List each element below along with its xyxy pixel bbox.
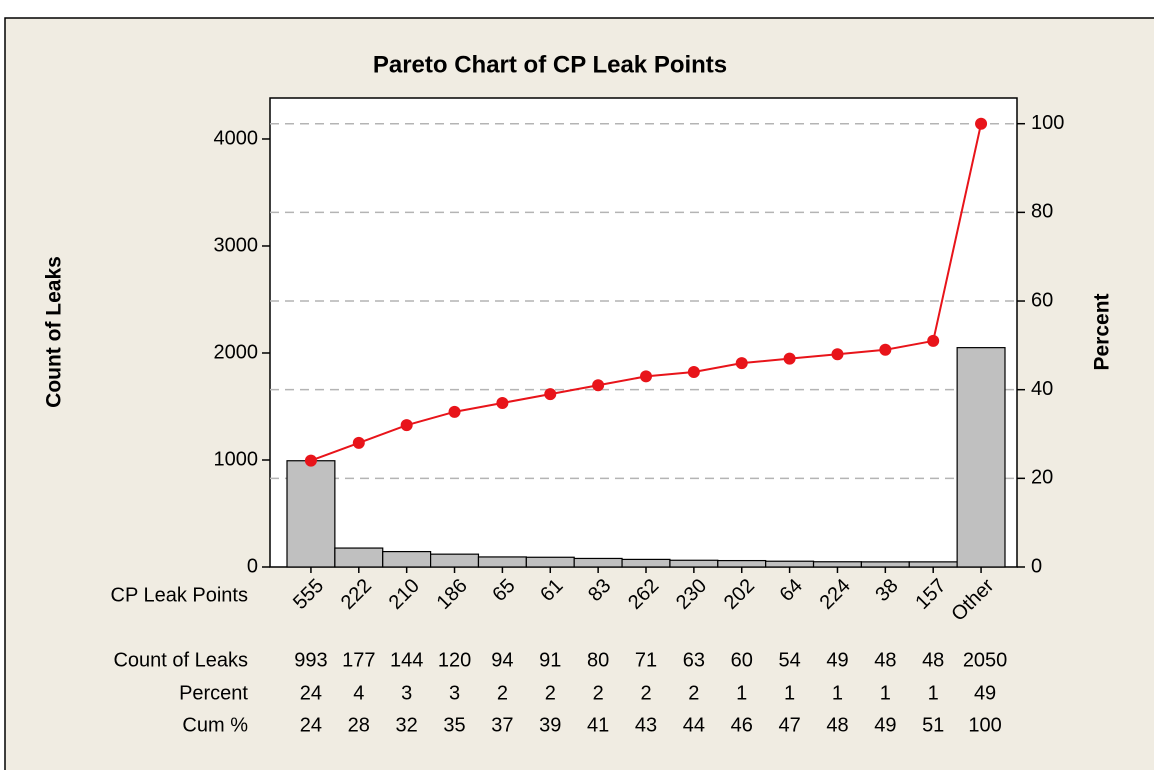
bar xyxy=(621,558,671,568)
cumulative-point xyxy=(687,365,700,378)
table-cell: 1 xyxy=(736,682,747,704)
bar xyxy=(573,557,623,568)
table-cell: 48 xyxy=(874,649,896,671)
table-cell: 144 xyxy=(390,649,423,671)
cumulative-point xyxy=(640,370,652,383)
table-cell: 71 xyxy=(635,649,657,671)
table-cell: 3 xyxy=(401,682,412,704)
table-cell: 2050 xyxy=(963,649,1008,671)
y-tick-label: 3000 xyxy=(214,234,259,256)
y-tick-label: 2000 xyxy=(214,341,259,363)
table-cell: 41 xyxy=(587,714,609,736)
table-cell: 100 xyxy=(968,714,1001,736)
table-row-label: Cum % xyxy=(182,714,248,736)
x-axis-label: CP Leak Points xyxy=(111,584,249,606)
bar xyxy=(956,347,1006,568)
table-cell: 24 xyxy=(300,714,322,736)
y2-tick-label: 60 xyxy=(1031,289,1053,311)
table-cell: 2 xyxy=(688,682,699,704)
bar xyxy=(477,556,527,568)
table-cell: 120 xyxy=(438,649,471,671)
table-cell: 80 xyxy=(587,649,609,671)
bar xyxy=(286,460,336,568)
table-cell: 43 xyxy=(635,714,657,736)
table-cell: 1 xyxy=(832,682,843,704)
table-cell: 993 xyxy=(294,649,327,671)
table-cell: 2 xyxy=(593,682,604,704)
bar xyxy=(669,559,719,568)
y-tick-label: 4000 xyxy=(214,127,259,149)
cumulative-point xyxy=(592,379,605,392)
table-cell: 49 xyxy=(826,649,848,671)
table-cell: 2 xyxy=(497,682,508,704)
plot-area xyxy=(269,97,1018,568)
table-cell: 44 xyxy=(683,714,705,736)
y2-tick-label: 100 xyxy=(1031,112,1064,134)
table-row-label: Count of Leaks xyxy=(113,649,248,671)
cumulative-point xyxy=(544,388,557,401)
bar xyxy=(765,560,815,568)
bar xyxy=(812,561,862,568)
chart-title: Pareto Chart of CP Leak Points xyxy=(373,51,727,78)
table-cell: 60 xyxy=(731,649,753,671)
table-cell: 35 xyxy=(443,714,465,736)
table-cell: 37 xyxy=(491,714,513,736)
table-cell: 94 xyxy=(491,649,513,671)
table-cell: 2 xyxy=(640,682,651,704)
y-tick-label: 0 xyxy=(247,555,258,577)
table-cell: 46 xyxy=(731,714,753,736)
table-row-label: Percent xyxy=(179,682,248,704)
table-cell: 48 xyxy=(826,714,848,736)
bar xyxy=(717,559,767,568)
cumulative-point xyxy=(735,357,748,370)
table-cell: 54 xyxy=(778,649,800,671)
cumulative-point xyxy=(352,436,365,449)
y-axis-label: Count of Leaks xyxy=(43,256,66,408)
table-cell: 28 xyxy=(348,714,370,736)
cumulative-point xyxy=(304,454,317,467)
table-cell: 91 xyxy=(539,649,561,671)
bar xyxy=(382,550,432,568)
bar xyxy=(334,547,384,568)
cumulative-point xyxy=(879,343,892,356)
table-cell: 4 xyxy=(353,682,364,704)
y2-tick-label: 20 xyxy=(1031,467,1053,489)
table-cell: 48 xyxy=(922,649,944,671)
y2-tick-label: 40 xyxy=(1031,378,1053,400)
table-cell: 177 xyxy=(342,649,375,671)
cumulative-point xyxy=(448,405,461,418)
bar xyxy=(860,561,910,568)
y2-tick-label: 0 xyxy=(1031,555,1042,577)
cumulative-point xyxy=(927,334,940,347)
cumulative-point xyxy=(783,352,796,365)
cumulative-point xyxy=(975,117,988,130)
cumulative-point xyxy=(831,348,844,361)
y-tick-label: 1000 xyxy=(214,448,259,470)
y2-axis-label: Percent xyxy=(1091,293,1114,370)
bar xyxy=(430,553,480,568)
table-cell: 51 xyxy=(922,714,944,736)
table-cell: 49 xyxy=(974,682,996,704)
table-cell: 47 xyxy=(778,714,800,736)
table-cell: 39 xyxy=(539,714,561,736)
table-cell: 1 xyxy=(784,682,795,704)
bar xyxy=(908,561,958,568)
table-cell: 2 xyxy=(545,682,556,704)
y2-tick-label: 80 xyxy=(1031,201,1053,223)
cumulative-point xyxy=(400,419,413,432)
table-cell: 63 xyxy=(683,649,705,671)
table-cell: 24 xyxy=(300,682,322,704)
table-cell: 49 xyxy=(874,714,896,736)
table-cell: 3 xyxy=(449,682,460,704)
bar xyxy=(525,556,575,568)
cumulative-point xyxy=(496,396,509,409)
table-cell: 1 xyxy=(928,682,939,704)
table-cell: 1 xyxy=(880,682,891,704)
table-cell: 32 xyxy=(396,714,418,736)
